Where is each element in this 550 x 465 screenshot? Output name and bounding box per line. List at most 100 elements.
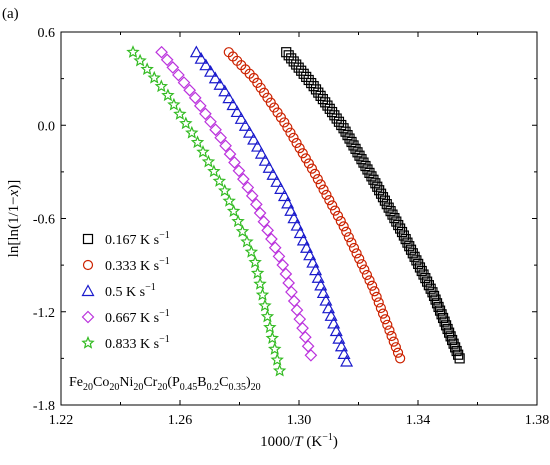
data-point: [257, 215, 271, 229]
annotation-subscript: 20: [251, 382, 261, 393]
data-point: [348, 242, 360, 254]
legend-marker: [82, 233, 94, 245]
composition-annotation: Fe20Co20Ni20Cr20(P0.45B0.2C0.35)20: [69, 375, 261, 393]
x-axis-label-italic: T: [294, 434, 304, 450]
data-point: [277, 189, 291, 202]
data-point: [261, 224, 274, 237]
series-square: [281, 47, 465, 364]
data-point: [274, 182, 288, 194]
legend-entry: 0.5 K s−1: [105, 282, 156, 300]
annotation-subscript: 0.35: [228, 382, 246, 393]
data-point: [379, 195, 390, 206]
data-point: [304, 348, 318, 362]
series-triangle: [189, 45, 354, 367]
data-point: [219, 139, 232, 153]
legend-marker: [82, 259, 94, 271]
data-point: [359, 264, 370, 275]
data-point: [247, 132, 261, 145]
annotation-text: ): [246, 375, 251, 390]
data-point: [242, 125, 257, 138]
data-point: [251, 139, 265, 152]
data-point: [179, 116, 193, 130]
data-point: [418, 269, 429, 280]
data-point: [372, 181, 383, 192]
data-point: [228, 156, 241, 169]
data-point: [193, 99, 207, 113]
legend-entry-label: 0.833 K s: [105, 337, 159, 352]
data-point: [218, 183, 232, 197]
data-point: [263, 320, 277, 334]
legend-entry-sup: −1: [159, 230, 170, 241]
data-point: [425, 283, 436, 294]
data-point: [332, 210, 344, 221]
data-point: [411, 255, 422, 266]
annotation-subscript: 0.45: [180, 382, 198, 393]
data-point: [238, 118, 252, 131]
data-point: [240, 234, 254, 248]
data-point: [189, 45, 203, 58]
data-point: [249, 198, 263, 211]
data-point: [381, 199, 392, 210]
data-point: [260, 309, 275, 323]
legend-marker: [81, 335, 95, 349]
data-point: [341, 226, 352, 237]
data-point: [270, 352, 284, 366]
data-point: [444, 327, 455, 338]
data-point: [374, 185, 385, 196]
legend-entry-label: 0.5 K s: [105, 285, 145, 300]
data-point: [161, 88, 175, 102]
data-point: [177, 76, 191, 89]
data-point: [453, 349, 464, 360]
data-point: [391, 216, 402, 227]
data-point: [204, 64, 218, 77]
annotation-text: Co: [93, 375, 109, 390]
data-point: [447, 334, 458, 346]
data-point: [303, 248, 317, 261]
data-point: [212, 174, 227, 187]
annotation-text: Ni: [119, 375, 133, 390]
data-point: [416, 265, 427, 277]
data-point: [226, 204, 241, 217]
data-point: [400, 233, 411, 245]
data-point: [337, 347, 351, 359]
data-point: [404, 241, 415, 252]
legend-marker: [81, 284, 95, 297]
data-point: [147, 70, 161, 84]
data-point: [296, 233, 310, 246]
data-point: [306, 163, 318, 174]
legend-entry-label: 0.333 K s: [105, 259, 159, 274]
data-point: [338, 221, 349, 232]
data-point: [340, 354, 354, 367]
data-point: [413, 258, 424, 270]
x-axis-label-base: 1000/: [260, 434, 295, 450]
data-point: [384, 325, 395, 336]
data-point: [167, 97, 181, 111]
data-point: [196, 145, 210, 158]
annotation-subscript: 20: [157, 382, 167, 393]
data-point: [262, 160, 276, 173]
data-point: [312, 173, 323, 185]
data-point: [255, 287, 270, 301]
data-point: [375, 188, 387, 199]
y-axis-label: ln[ln(1/1−x)]: [6, 180, 22, 258]
data-point: [390, 342, 401, 353]
data-point: [335, 216, 346, 227]
data-point: [230, 105, 244, 118]
data-point: [371, 291, 382, 302]
data-point: [208, 71, 222, 84]
data-point: [288, 132, 299, 143]
annotation-text: (P: [167, 375, 180, 390]
legend-entry-label: 0.167 K s: [105, 233, 159, 248]
data-point: [279, 117, 290, 128]
data-point: [311, 270, 325, 283]
data-point: [361, 269, 373, 281]
data-point: [235, 224, 250, 238]
data-point: [356, 259, 367, 270]
data-point: [387, 209, 398, 220]
annotation-text: Cr: [143, 375, 157, 390]
data-point: [442, 323, 453, 335]
axis-ticks: 1.22 1.26 1.30 1.34 1.38 0.6 0.0 -0.6 -1.2 -1.8: [33, 26, 549, 428]
annotation-text: Fe: [69, 375, 83, 390]
data-point: [199, 58, 213, 71]
data-point: [172, 68, 185, 82]
